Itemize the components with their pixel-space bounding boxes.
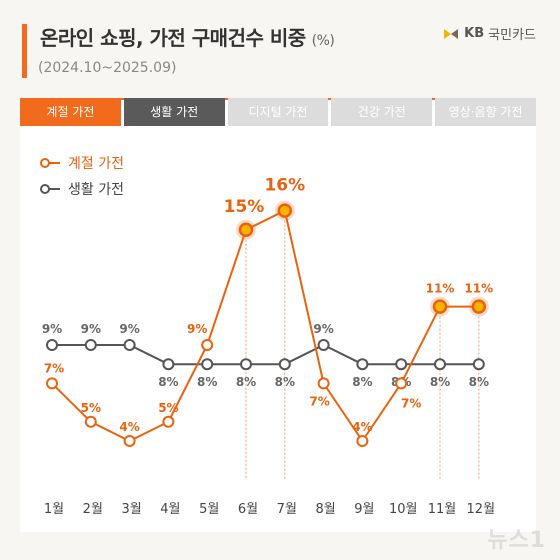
tab-health[interactable]: 건강 가전 [331,98,433,126]
legend-marker-seasonal [40,158,60,168]
x-tick-label: 10월 [389,502,418,517]
data-label-seasonal: 9% [187,322,207,336]
data-label-seasonal: 16% [264,176,305,196]
tab-seasonal[interactable]: 계절 가전 [20,98,121,126]
title-text: 온라인 쇼핑, 가전 구매건수 비중 [40,26,306,50]
title-unit: (%) [311,33,335,49]
data-label-living: 9% [42,322,62,336]
x-tick-label: 9월 [354,502,374,517]
data-point-living [317,339,330,351]
data-label-seasonal: 4% [352,420,372,434]
brand-kb: KB [464,26,485,41]
x-tick-label: 1월 [44,502,64,517]
data-point-seasonal [395,377,408,390]
data-label-seasonal: 5% [158,401,178,415]
data-point-seasonal [432,299,448,314]
category-tabs: 계절 가전 생활 가전 디지털 가전 건강 가전 영상·음향 가전 [20,98,536,126]
data-label-seasonal: 7% [401,396,421,410]
x-tick-label: 6월 [238,502,258,517]
x-tick-label: 8월 [315,502,335,517]
data-label-living: 8% [469,375,489,389]
title-accent-bar [22,24,27,78]
data-label-seasonal: 7% [309,394,329,408]
data-point-living [201,358,214,371]
data-point-seasonal [471,299,487,314]
tab-av[interactable]: 영상·음향 가전 [435,98,536,126]
data-label-living: 8% [236,375,256,389]
series-line-living [52,343,479,366]
data-point-living [240,358,252,371]
data-point-seasonal [356,435,369,447]
x-tick-label: 11월 [428,502,457,517]
data-point-living [356,358,369,371]
x-tick-label: 3월 [121,502,141,517]
x-tick-label: 4월 [160,502,180,517]
data-label-seasonal: 4% [119,420,139,434]
data-label-living: 9% [119,322,139,336]
data-point-seasonal [317,377,330,390]
legend-label-living: 생활 가전 [68,182,124,198]
chart-title: 온라인 쇼핑, 가전 구매건수 비중 (%) [40,22,335,51]
x-tick-label: 2월 [83,502,103,517]
data-point-living [472,358,485,371]
data-label-seasonal: 15% [224,197,265,217]
tab-digital[interactable]: 디지털 가전 [227,98,329,126]
legend-item-living: 생활 가전 [40,176,124,202]
data-point-living [278,358,291,371]
data-label-seasonal: 5% [81,401,101,415]
legend-marker-living [40,184,60,194]
chart-legend: 계절 가전 생활 가전 [40,150,124,202]
brand-name: 국민카드 [488,28,536,43]
data-point-seasonal [238,222,254,238]
watermark: 뉴스1 [487,528,546,553]
data-point-living [123,339,136,351]
data-point-living [395,358,408,371]
data-point-seasonal [123,435,136,447]
legend-item-seasonal: 계절 가전 [40,150,124,176]
data-point-living [46,339,58,351]
x-tick-label: 7월 [277,502,297,517]
data-point-seasonal [201,339,214,351]
legend-label-seasonal: 계절 가전 [68,156,124,172]
data-point-living [84,339,97,351]
series-line-seasonal [51,209,479,443]
data-label-living: 8% [430,375,450,389]
data-label-living: 8% [158,375,178,389]
data-point-living [162,358,175,371]
data-point-seasonal [46,377,58,390]
tab-living[interactable]: 생활 가전 [123,98,225,126]
data-label-living: 8% [275,375,295,389]
period-subtitle: (2024.10~2025.09) [38,60,177,76]
brand-logo: KB 국민카드 [442,24,536,43]
data-label-living: 9% [313,322,333,336]
data-point-seasonal [84,415,97,428]
data-label-living: 8% [197,375,217,389]
data-point-seasonal [162,415,175,428]
chart-panel [20,98,536,532]
data-point-living [434,358,446,371]
data-label-living: 8% [352,375,372,389]
x-tick-label: 12월 [467,502,496,517]
kb-star-icon [444,28,459,39]
data-label-seasonal: 7% [44,361,64,375]
data-label-seasonal: 11% [426,282,455,296]
x-tick-label: 5월 [199,502,219,517]
data-label-seasonal: 11% [464,282,493,296]
data-point-seasonal [277,203,293,218]
data-label-living: 9% [81,322,101,336]
